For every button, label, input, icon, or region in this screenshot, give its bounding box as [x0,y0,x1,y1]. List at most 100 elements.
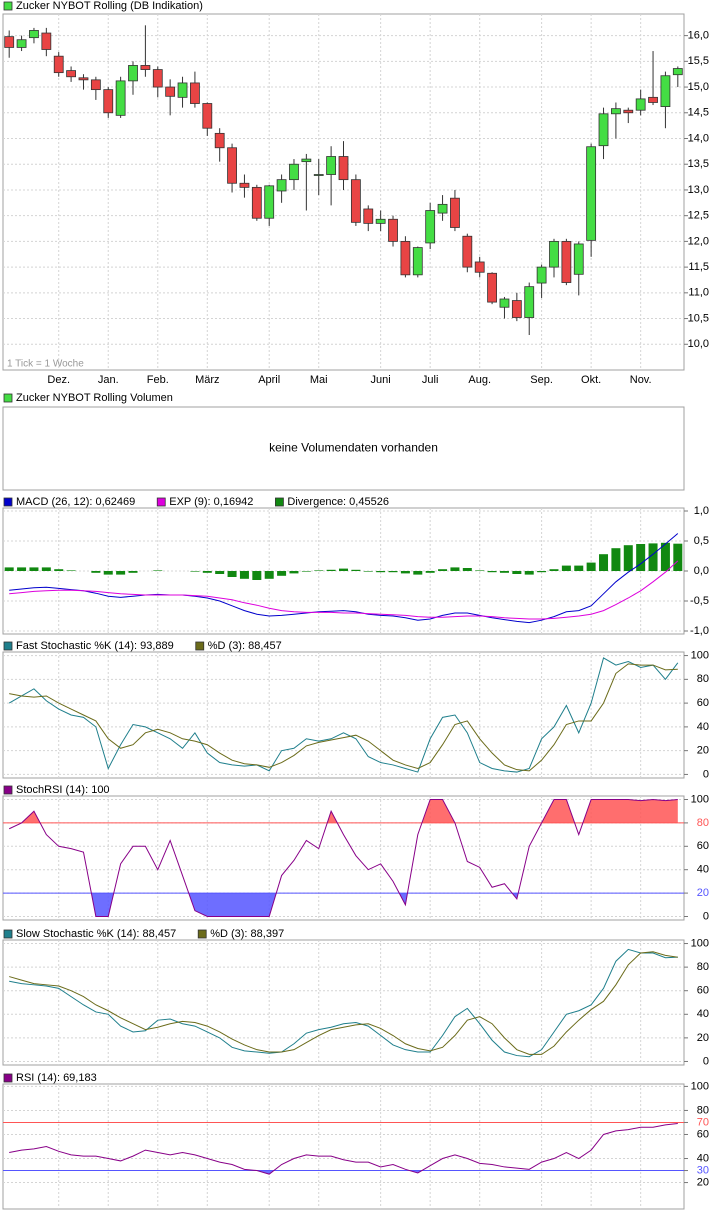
y-tick-label: 11,0 [688,287,709,299]
histogram-bar [190,571,200,572]
candle-body [251,186,262,219]
y-tick-label: 40 [697,721,709,733]
histogram-bar [301,571,311,572]
histogram-bar [215,571,225,574]
y-tick-label: 0 [703,768,709,780]
y-tick-label: 15,0 [688,81,709,93]
y-tick-label: 100 [691,1080,709,1092]
legend-swatch [3,1073,13,1083]
candle-body [4,36,15,48]
histogram-bar [289,571,299,574]
histogram-bar [103,571,113,575]
legend-swatch [197,929,207,939]
legend-swatch [156,497,166,507]
y-tick-label: 0 [703,1055,709,1067]
y-tick-label: 80 [697,961,709,973]
candle-body [425,210,436,244]
candle-body [313,174,324,176]
candle-body [549,240,559,268]
indicator-line [9,951,678,1055]
x-tick-label: Nov. [630,374,652,386]
x-tick-label: Juli [422,374,439,386]
candle-body [400,240,411,276]
histogram-bar [54,569,64,571]
histogram-bar [549,569,559,571]
no-data-message: keine Volumendaten vorhanden [269,441,438,455]
histogram-bar [648,543,658,571]
legend-label: StochRSI (14): 100 [16,784,110,796]
histogram-bar [438,569,448,571]
histogram-bar [425,571,435,573]
y-tick-label: 14,5 [688,107,709,119]
candle-body [338,156,349,181]
candle-body [103,89,114,114]
candle-body [289,163,299,181]
x-tick-label: März [195,374,219,386]
indicator-line [9,1122,678,1175]
histogram-bar [252,571,262,580]
candle-body [326,156,337,175]
candle-body [29,30,39,39]
plot-frame [2,939,685,1066]
histogram-bar [623,545,633,571]
histogram-bar [326,569,336,571]
histogram-bar [574,565,584,571]
candle-body [450,197,460,228]
histogram-bar [351,569,361,571]
histogram-bar [487,571,497,573]
histogram-bar [462,568,472,571]
y-tick-label: 80 [697,673,709,685]
histogram-bar [537,571,547,573]
band-fill [21,799,678,823]
y-tick-label: 0 [703,910,709,922]
histogram-bar [227,571,237,577]
y-tick-label: 20 [697,887,709,899]
legend-label: EXP (9): 0,16942 [169,496,253,508]
histogram-bar [116,571,126,575]
histogram-bar [264,571,274,579]
x-tick-label: Okt. [581,374,601,386]
y-tick-label: 60 [697,985,709,997]
plot-frame [2,13,685,371]
candle-body [462,235,473,268]
candle-body [474,261,485,273]
candle-body [264,185,275,219]
histogram-bar [388,571,398,573]
legend-label: MACD (26, 12): 0,62469 [16,496,135,508]
panel-title: Zucker NYBOT Rolling Volumen [16,392,173,404]
histogram-bar [66,570,76,571]
y-tick-label: 12,0 [688,235,709,247]
candle-body [78,77,89,81]
histogram-bar [512,571,522,574]
legend-swatch [3,785,13,795]
annotation: 1 Tick = 1 Woche [7,359,84,370]
candle-body [648,96,658,103]
candle-body [524,286,535,318]
histogram-bar [673,543,683,571]
histogram-bar [636,544,646,571]
legend-swatch [3,641,13,651]
x-tick-label: Mai [310,374,328,386]
histogram-bar [41,567,51,571]
histogram-bar [17,567,27,571]
histogram-bar [561,565,571,571]
chart-title: Zucker NYBOT Rolling (DB Indikation) [16,0,203,12]
y-tick-label: 12,5 [688,210,709,222]
y-tick-label: 100 [691,649,709,661]
candle-body [437,203,448,214]
candle-body [16,39,27,48]
candle-body [573,243,584,275]
x-tick-label: April [258,374,280,386]
candle-body [301,158,312,163]
candle-body [276,179,287,192]
indicator-line [9,948,678,1058]
legend-swatch [3,929,13,939]
y-tick-label: 60 [697,697,709,709]
y-tick-label: 14,0 [688,132,709,144]
histogram-bar [660,542,670,571]
histogram-bar [524,571,534,575]
candle-body [140,65,151,70]
candle-body [660,75,671,108]
candle-body [53,55,64,74]
legend-swatch [3,497,13,507]
